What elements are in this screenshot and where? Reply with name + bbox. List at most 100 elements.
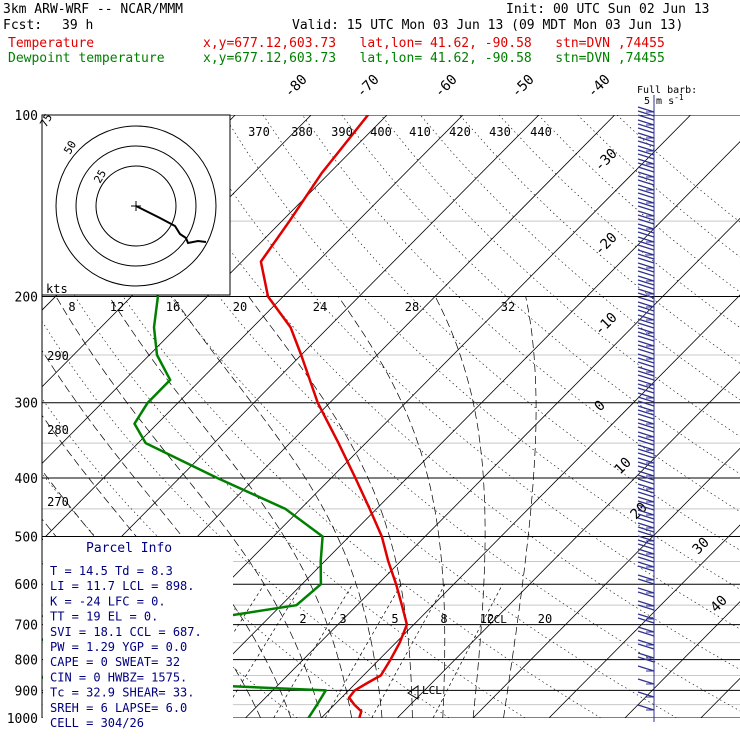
barb-flag bbox=[637, 340, 655, 347]
moist-adiabat bbox=[248, 296, 413, 718]
mixing-ratio-label: 3 bbox=[339, 612, 346, 626]
hodo-axis-label: 16 bbox=[166, 300, 180, 314]
isotherm-label: -70 bbox=[354, 72, 383, 101]
isotherm-label: -50 bbox=[509, 72, 538, 101]
barb-flag bbox=[637, 244, 655, 251]
barb-flag bbox=[637, 201, 655, 208]
barb-flag bbox=[637, 643, 655, 650]
barb-flag bbox=[637, 565, 655, 572]
init-time: Init: 00 UTC Sun 02 Jun 13 bbox=[506, 2, 710, 17]
barb-flag bbox=[637, 357, 655, 364]
barb-flag bbox=[637, 361, 655, 368]
theta-label: 430 bbox=[489, 125, 511, 139]
isotherm bbox=[624, 601, 740, 718]
barb-flag bbox=[637, 431, 655, 438]
barb-flag bbox=[637, 500, 655, 507]
pressure-label: 600 bbox=[15, 578, 38, 593]
barb-flag bbox=[637, 591, 655, 598]
isotherm-label: 10 bbox=[612, 455, 635, 478]
barb-flag bbox=[637, 227, 655, 234]
barb-flag bbox=[637, 426, 655, 433]
isotherm-label: -10 bbox=[592, 310, 621, 339]
barb-flag bbox=[637, 513, 655, 520]
mixing-ratio-line bbox=[432, 584, 503, 718]
moist-adiabat bbox=[434, 296, 486, 718]
barb-flag bbox=[637, 240, 655, 247]
theta-label: 280 bbox=[47, 423, 69, 437]
barb-flag bbox=[637, 665, 655, 672]
barb-flag bbox=[637, 504, 655, 511]
barb-flag bbox=[637, 149, 655, 156]
barb-flag bbox=[637, 288, 655, 295]
barb-flag bbox=[637, 366, 655, 373]
barb-flag bbox=[637, 257, 655, 264]
isotherm bbox=[245, 217, 740, 718]
barb-flag bbox=[637, 309, 655, 316]
parcel-panel-title: Parcel Info bbox=[86, 541, 172, 556]
isotherm bbox=[0, 115, 7, 718]
barb-flag bbox=[637, 344, 655, 351]
barb-flag bbox=[637, 578, 655, 585]
isotherm-label: 40 bbox=[708, 593, 731, 616]
barb-flag bbox=[637, 574, 655, 581]
isotherm bbox=[42, 115, 464, 541]
isotherm-label: -30 bbox=[592, 146, 621, 175]
barb-flag bbox=[637, 491, 655, 498]
parcel-panel-line: K = -24 LFC = 0. bbox=[50, 594, 166, 608]
barb-flag bbox=[637, 370, 655, 377]
barb-flag bbox=[637, 114, 655, 121]
barb-flag bbox=[637, 413, 655, 420]
theta-label: 390 bbox=[331, 125, 353, 139]
forecast-label: Fcst: bbox=[3, 18, 43, 33]
barb-flag bbox=[637, 305, 655, 312]
barb-flag bbox=[637, 556, 655, 563]
barb-flag bbox=[637, 496, 655, 503]
barb-flag bbox=[637, 587, 655, 594]
barb-flag bbox=[637, 184, 655, 191]
moist-adiabat bbox=[42, 349, 292, 718]
barb-flag bbox=[637, 205, 655, 212]
barb-flag bbox=[637, 275, 655, 282]
hodo-axis-label: 28 bbox=[405, 300, 419, 314]
barb-flag bbox=[637, 171, 655, 178]
barb-flag bbox=[637, 158, 655, 165]
barb-flag bbox=[637, 387, 655, 394]
moist-adiabat bbox=[503, 296, 537, 718]
dry-adiabat bbox=[105, 115, 740, 712]
hodo-axis-label: 20 bbox=[233, 300, 247, 314]
barb-flag bbox=[637, 145, 655, 152]
barb-flag bbox=[637, 656, 655, 663]
barb-flag bbox=[637, 353, 655, 360]
barb-flag bbox=[637, 652, 655, 659]
barb-flag bbox=[637, 179, 655, 186]
isotherm-label: 20 bbox=[628, 500, 651, 523]
barb-flag bbox=[637, 110, 655, 117]
mixing-ratio-label: 5 bbox=[391, 612, 398, 626]
parcel-panel-line: CAPE = 0 SWEAT= 32 bbox=[50, 655, 180, 669]
moist-adiabat bbox=[108, 296, 353, 718]
pressure-label: 500 bbox=[15, 530, 38, 545]
barb-flag bbox=[637, 691, 655, 698]
theta-label: 270 bbox=[47, 495, 69, 509]
hodograph bbox=[41, 114, 231, 296]
barb-flag bbox=[637, 210, 655, 217]
barb-flag bbox=[637, 409, 655, 416]
hodo-ring bbox=[75, 145, 197, 267]
isotherm-label: -20 bbox=[592, 230, 621, 259]
hodo-speed-label: 50 bbox=[61, 139, 79, 157]
dewpoint-legend: Dewpoint temperature bbox=[8, 51, 165, 66]
barb-flag bbox=[637, 197, 655, 204]
barb-flag bbox=[637, 374, 655, 381]
parcel-panel-line: LI = 11.7 LCL = 898. bbox=[50, 579, 195, 593]
barb-flag bbox=[637, 418, 655, 425]
barb-flag bbox=[637, 465, 655, 472]
barb-flag bbox=[637, 140, 655, 147]
mixing-ratio-line bbox=[220, 584, 303, 718]
barb-flag bbox=[637, 314, 655, 321]
isotherm bbox=[42, 115, 388, 465]
barb-flag bbox=[637, 379, 655, 386]
pressure-label: 100 bbox=[15, 109, 38, 124]
barb-flag bbox=[637, 548, 655, 555]
theta-label: 290 bbox=[47, 349, 69, 363]
temperature-line bbox=[259, 115, 409, 718]
